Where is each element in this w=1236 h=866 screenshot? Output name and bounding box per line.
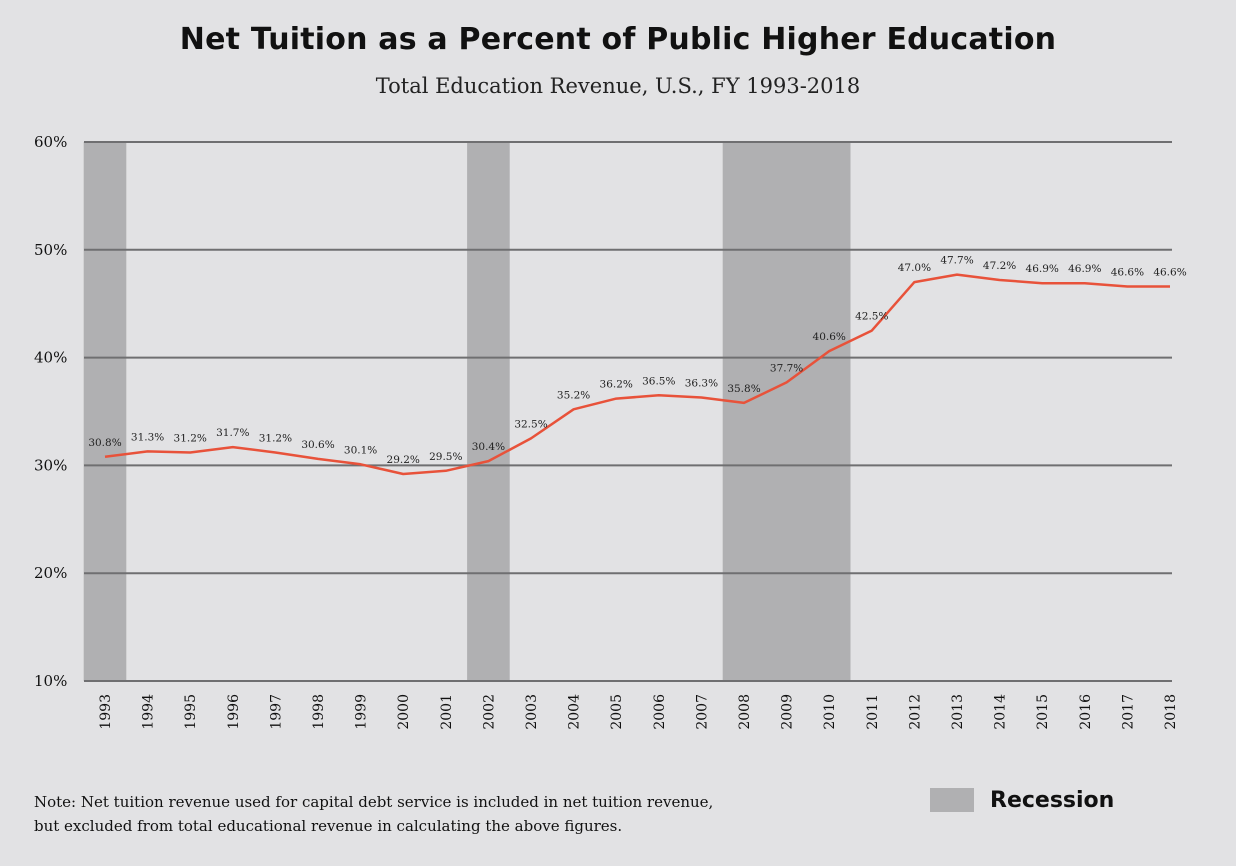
y-tick-label: 50% bbox=[34, 241, 67, 259]
data-label: 46.9% bbox=[1026, 263, 1059, 275]
x-tick-label: 1996 bbox=[226, 694, 242, 730]
data-label: 31.3% bbox=[131, 431, 164, 443]
x-tick-label: 2009 bbox=[780, 694, 796, 730]
x-tick-label: 1997 bbox=[268, 694, 284, 730]
data-label: 46.6% bbox=[1153, 266, 1186, 278]
x-tick-label: 2002 bbox=[481, 694, 497, 730]
x-tick-label: 1994 bbox=[141, 694, 157, 730]
x-tick-label: 2000 bbox=[396, 694, 412, 730]
recession-band-1 bbox=[83, 142, 127, 681]
data-label: 35.2% bbox=[557, 389, 590, 401]
legend-label-recession: Recession bbox=[990, 787, 1115, 813]
line-chart: 10% 20% 30% 40% 50% 60% 1993 1994 1995 1996 1997 19… bbox=[34, 133, 1187, 730]
data-label: 36.3% bbox=[685, 377, 718, 389]
data-label: 46.9% bbox=[1068, 263, 1101, 275]
x-tick-label: 2008 bbox=[737, 694, 753, 730]
recession-band-3 bbox=[722, 142, 851, 681]
x-tick-label: 2017 bbox=[1120, 694, 1136, 730]
data-label: 31.2% bbox=[259, 432, 292, 444]
x-tick-label: 2007 bbox=[694, 694, 710, 730]
data-label: 29.2% bbox=[387, 454, 420, 466]
x-tick-label: 2015 bbox=[1035, 694, 1051, 730]
data-label: 31.7% bbox=[216, 427, 249, 439]
x-tick-label: 2013 bbox=[950, 694, 966, 730]
x-tick-label: 2003 bbox=[524, 694, 540, 730]
data-label: 29.5% bbox=[429, 451, 462, 463]
x-tick-label: 2010 bbox=[822, 694, 838, 730]
data-label: 30.8% bbox=[88, 437, 121, 449]
x-tick-label: 2004 bbox=[567, 694, 583, 730]
data-label: 37.7% bbox=[770, 362, 803, 374]
chart-subtitle: Total Education Revenue, U.S., FY 1993-2… bbox=[375, 74, 861, 98]
data-label: 47.7% bbox=[940, 255, 973, 267]
legend: Recession bbox=[930, 786, 1114, 814]
x-tick-label: 2006 bbox=[652, 694, 668, 730]
series-line bbox=[104, 273, 1170, 476]
x-tick-label: 1998 bbox=[311, 694, 327, 730]
x-tick-label: 2001 bbox=[439, 694, 455, 730]
y-tick-label: 10% bbox=[34, 672, 67, 690]
data-label: 35.8% bbox=[727, 383, 760, 395]
data-label: 46.6% bbox=[1111, 266, 1144, 278]
data-label: 32.5% bbox=[514, 418, 547, 430]
data-label: 30.4% bbox=[472, 441, 505, 453]
x-tick-label: 2005 bbox=[609, 694, 625, 730]
x-tick-label: 2012 bbox=[907, 694, 923, 730]
x-tick-label: 1993 bbox=[98, 694, 114, 730]
x-tick-label: 2011 bbox=[865, 694, 881, 730]
x-tick-label: 2018 bbox=[1163, 694, 1179, 730]
data-label: 30.6% bbox=[301, 439, 334, 451]
data-label: 31.2% bbox=[174, 432, 207, 444]
data-label: 30.1% bbox=[344, 444, 377, 456]
x-tick-label: 2016 bbox=[1078, 694, 1094, 730]
footnote-line-2: but excluded from total educational reve… bbox=[34, 817, 623, 835]
data-label: 36.2% bbox=[600, 379, 633, 391]
data-label: 47.2% bbox=[983, 260, 1016, 272]
legend-swatch-recession bbox=[930, 788, 974, 812]
y-tick-label: 30% bbox=[34, 456, 67, 474]
chart-title: Net Tuition as a Percent of Public Highe… bbox=[179, 22, 1057, 57]
x-tick-label: 1995 bbox=[183, 694, 199, 730]
data-label: 36.5% bbox=[642, 375, 675, 387]
footnote-line-1: Note: Net tuition revenue used for capit… bbox=[34, 793, 714, 811]
y-tick-label: 40% bbox=[34, 349, 67, 367]
x-tick-label: 1999 bbox=[354, 694, 370, 730]
y-tick-label: 60% bbox=[34, 133, 67, 151]
data-label: 42.5% bbox=[855, 311, 888, 323]
recession-band-2 bbox=[467, 142, 510, 681]
footnote: Note: Net tuition revenue used for capit… bbox=[34, 790, 834, 838]
data-label: 40.6% bbox=[813, 331, 846, 343]
y-tick-label: 20% bbox=[34, 564, 67, 582]
x-tick-label: 2014 bbox=[993, 694, 1009, 730]
data-label: 47.0% bbox=[898, 262, 931, 274]
